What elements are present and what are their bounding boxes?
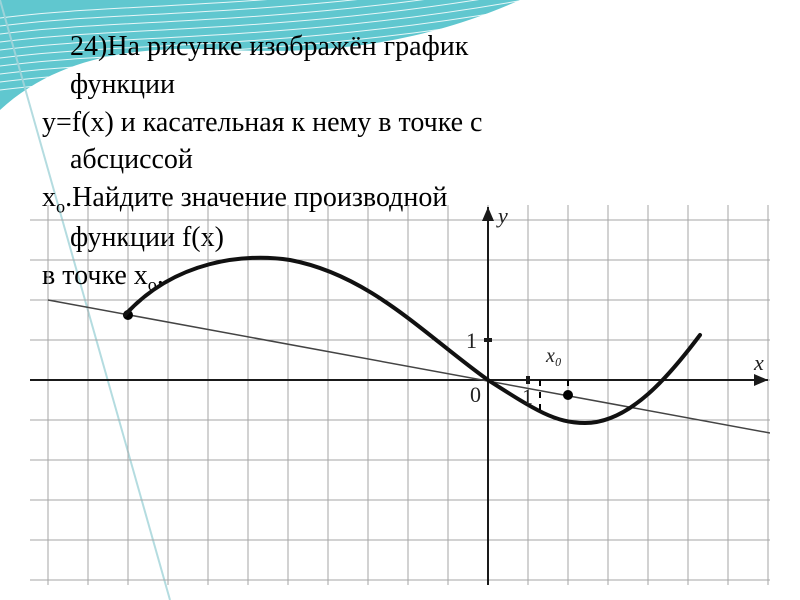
svg-text:1: 1 — [522, 384, 533, 409]
svg-text:0: 0 — [470, 382, 481, 407]
graph-labels: 0 1 1 y x x₀ — [466, 205, 764, 409]
line1b: функции — [70, 69, 175, 100]
svg-text:y: y — [496, 205, 508, 228]
line2: y=f(x) и касательная к нему в точке с — [42, 107, 482, 138]
svg-text:x: x — [753, 350, 764, 375]
svg-text:1: 1 — [466, 328, 477, 353]
svg-text:x₀: x₀ — [545, 345, 562, 367]
grid — [30, 205, 770, 585]
line2b: абсциссой — [70, 144, 193, 175]
graph: 0 1 1 y x x₀ — [30, 205, 770, 585]
problem-number: 24) — [70, 31, 107, 62]
axes — [30, 207, 768, 585]
line1a: На рисунке изображён график — [107, 31, 468, 62]
